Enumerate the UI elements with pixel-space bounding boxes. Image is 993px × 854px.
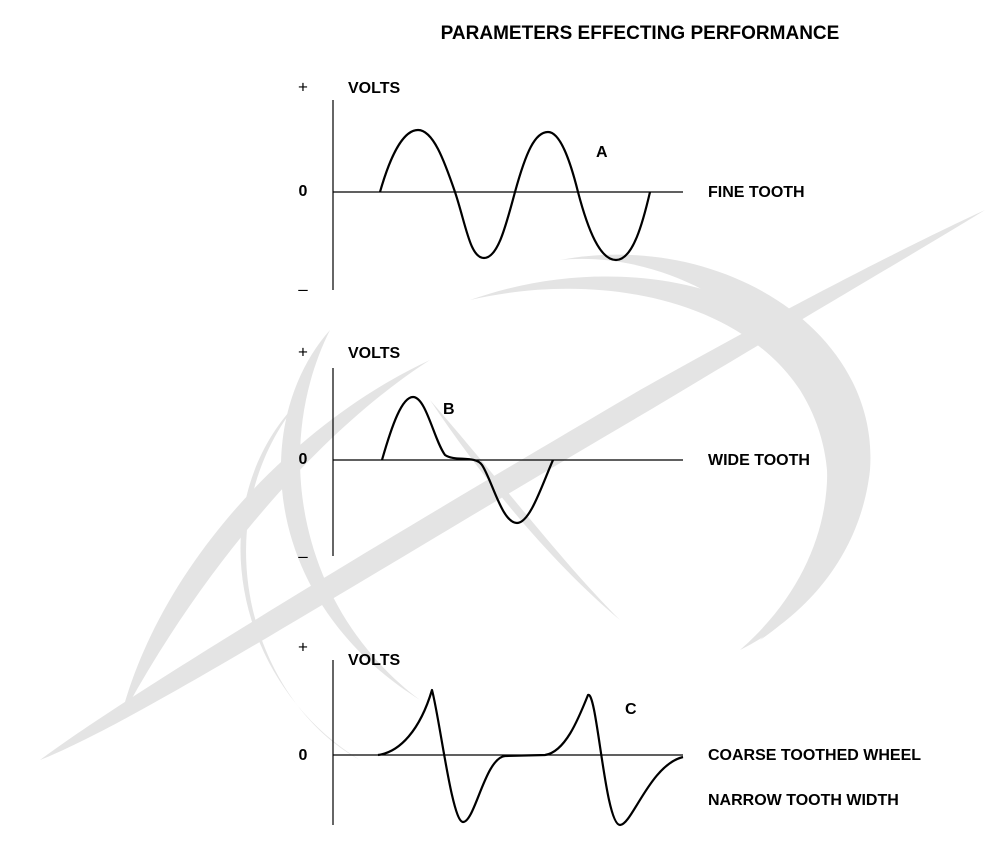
- waveform: [378, 128, 652, 262]
- axis-label: VOLTS: [348, 652, 400, 669]
- panel-wide-tooth: + VOLTS 0 – B WIDE TOOTH: [298, 342, 810, 565]
- axis-label: VOLTS: [348, 345, 400, 362]
- plus-label: +: [298, 637, 308, 656]
- wave-letter: B: [443, 401, 455, 418]
- panel-coarse-wheel: + VOLTS 0 C COARSE TOOTHED WHEEL NARROW …: [298, 637, 921, 827]
- title: PARAMETERS EFFECTING PERFORMANCE: [441, 23, 840, 44]
- description: COARSE TOOTHED WHEEL: [708, 747, 921, 764]
- zero-label: 0: [299, 451, 308, 468]
- plus-label: +: [298, 342, 308, 361]
- plus-label: +: [298, 77, 308, 96]
- zero-label: 0: [299, 747, 308, 764]
- wave-letter: A: [596, 144, 608, 161]
- waveform: [380, 395, 555, 525]
- watermark: [40, 210, 985, 760]
- description: WIDE TOOTH: [708, 452, 810, 469]
- minus-label: –: [298, 279, 308, 298]
- zero-label: 0: [299, 183, 308, 200]
- waveform: [377, 688, 684, 827]
- axis-label: VOLTS: [348, 80, 400, 97]
- minus-label: –: [298, 546, 308, 565]
- panel-fine-tooth: + VOLTS 0 – A FINE TOOTH: [298, 77, 805, 298]
- description: NARROW TOOTH WIDTH: [708, 792, 899, 809]
- description: FINE TOOTH: [708, 184, 805, 201]
- wave-letter: C: [625, 701, 637, 718]
